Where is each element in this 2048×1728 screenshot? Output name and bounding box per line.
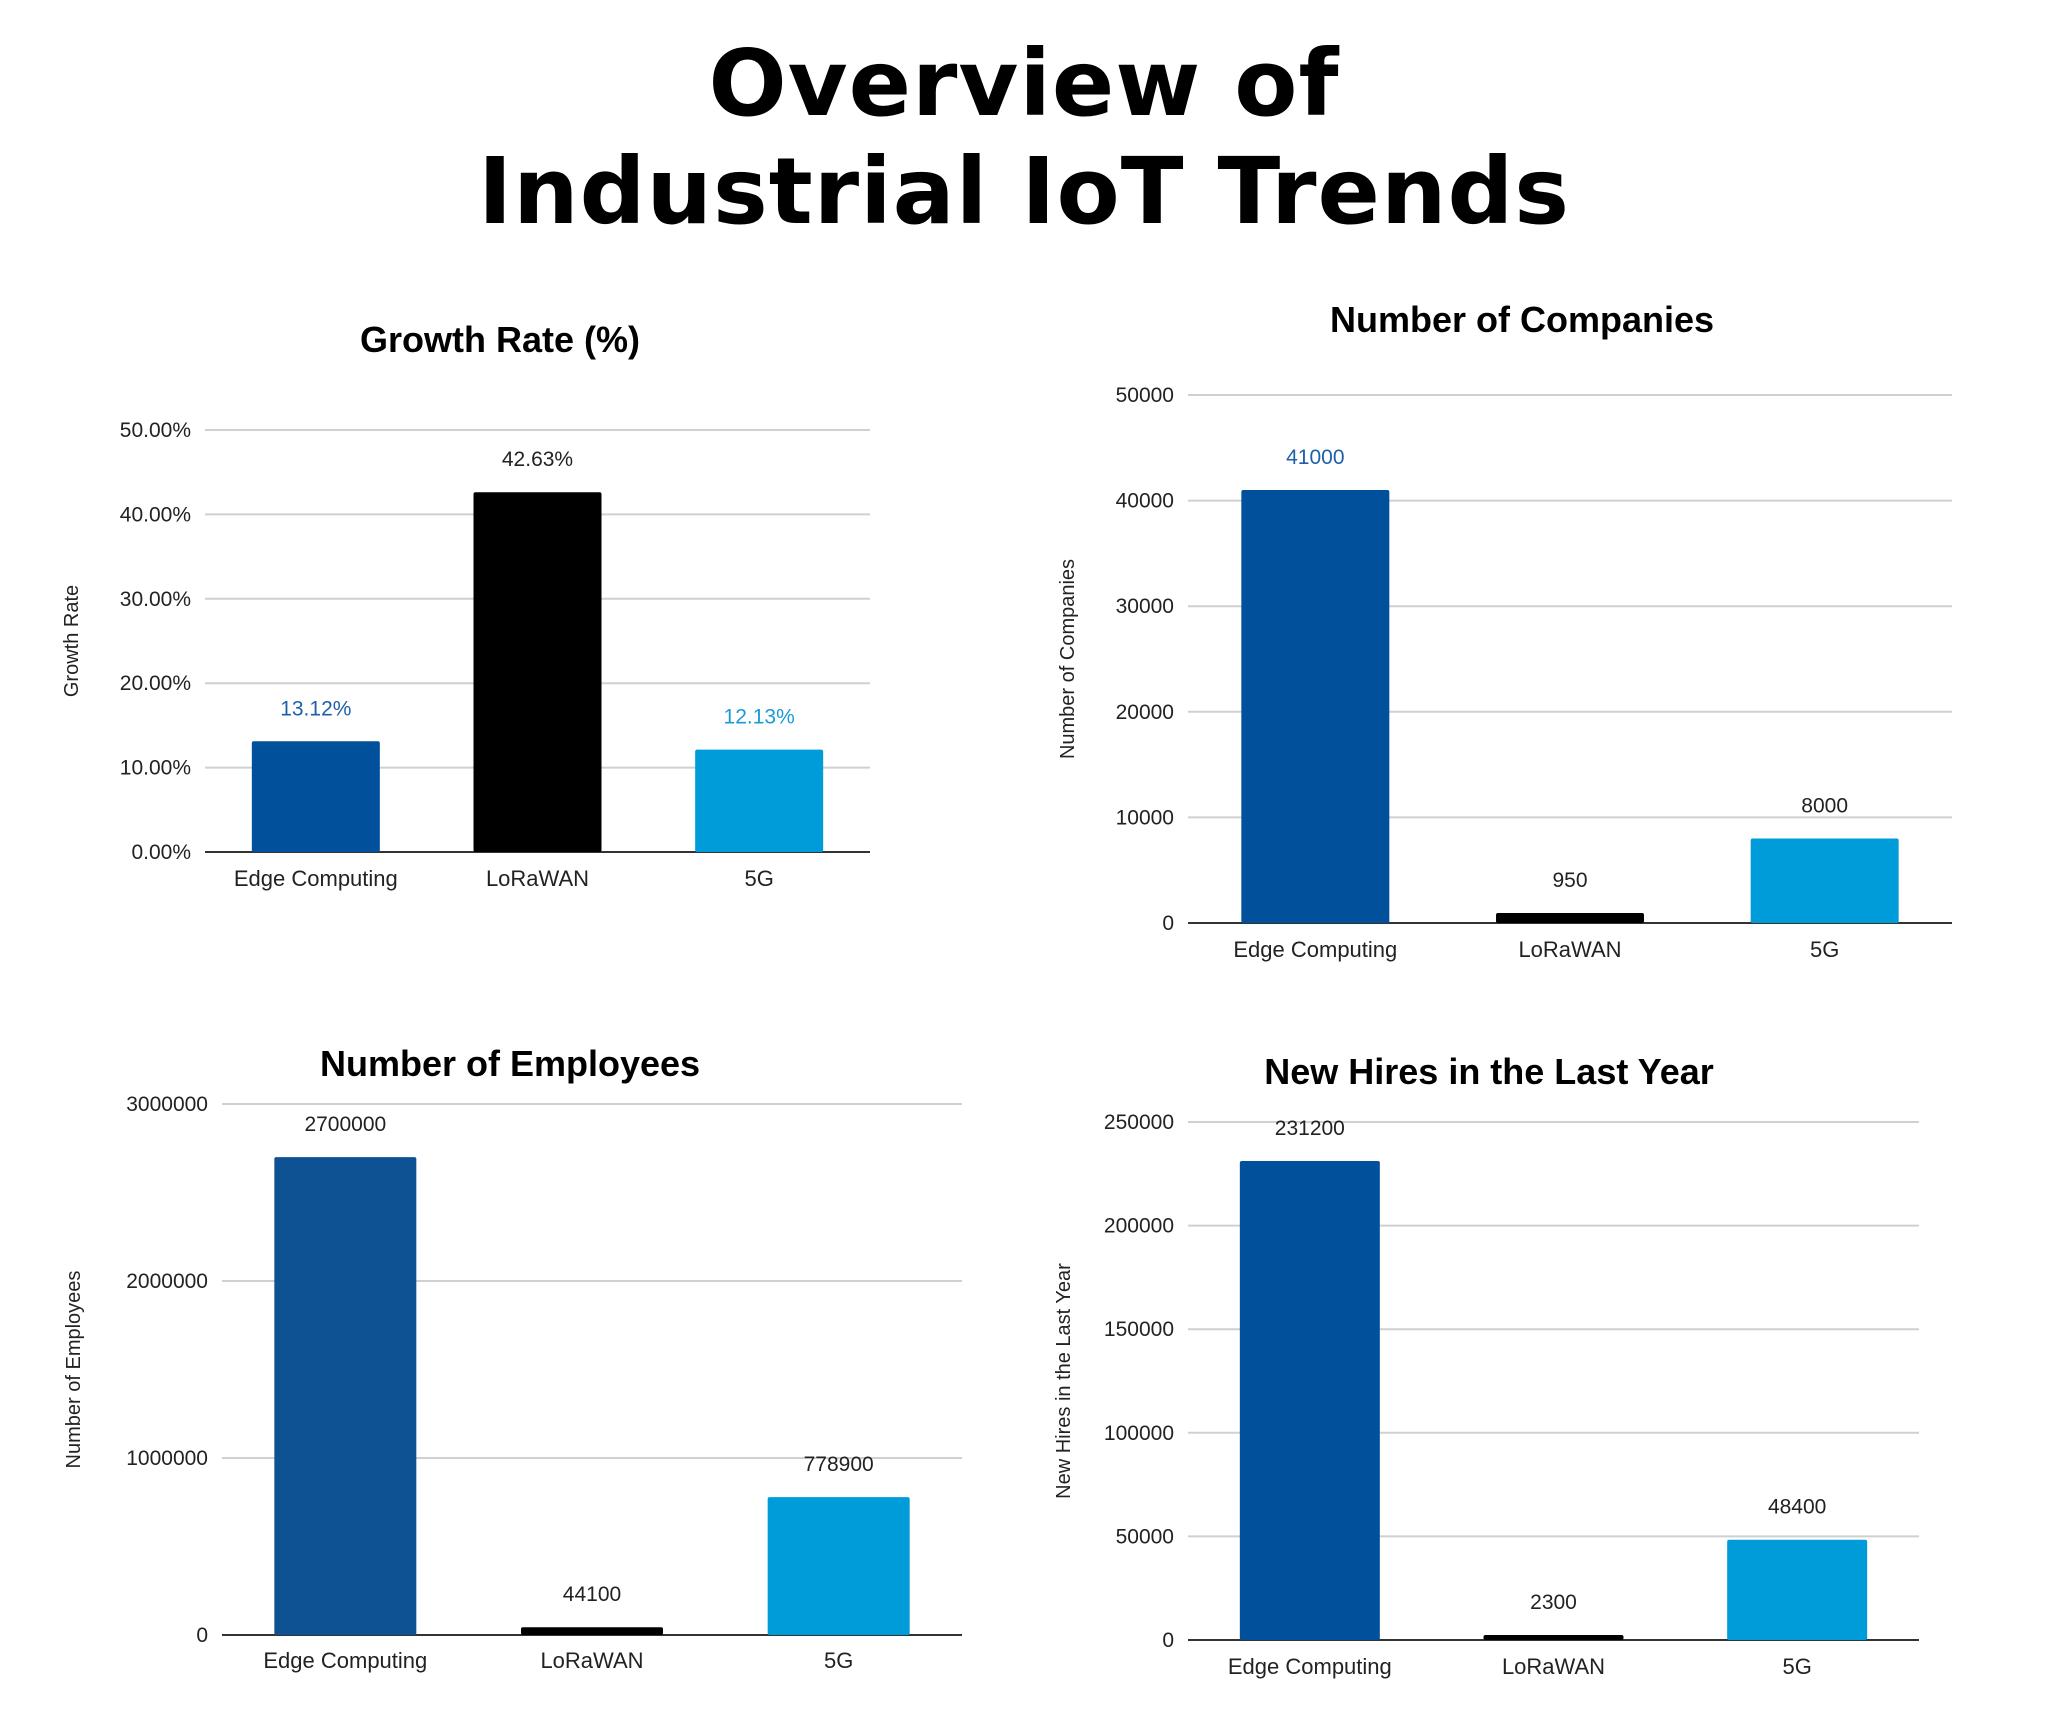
data-label: 41000 (1286, 446, 1344, 469)
new-hires-chart-svg: New Hires in the Last Year 0 50000 100000 15… (1053, 1051, 1919, 1679)
category-label: LoRaWAN (540, 1648, 643, 1673)
chart-title: Number of Employees (320, 1043, 700, 1084)
category-label: 5G (744, 866, 773, 891)
y-tick-label: 30000 (1116, 595, 1174, 618)
y-tick-label: 10000 (1116, 806, 1174, 829)
category-label: 5G (824, 1648, 853, 1673)
y-tick-label: 50000 (1116, 1525, 1174, 1548)
category-label: LoRaWAN (1502, 1654, 1605, 1679)
y-tick-label: 200000 (1104, 1215, 1174, 1238)
y-tick-label: 10.00% (120, 757, 191, 780)
category-label: 5G (1810, 937, 1839, 962)
chart-title: Growth Rate (%) (360, 319, 640, 360)
data-label: 231200 (1275, 1117, 1345, 1140)
bar-lorawan (473, 492, 602, 852)
page-title-line-2: Industrial IoT Trends (477, 138, 1571, 245)
chart-title: Number of Companies (1330, 299, 1714, 340)
y-tick-label: 0 (1162, 1629, 1174, 1652)
new-hires-chart: New Hires in the Last Year 0 50000 100000 15… (1024, 1040, 2048, 1710)
category-label: Edge Computing (234, 866, 398, 891)
bar-5g (1750, 838, 1899, 923)
category-label: LoRaWAN (486, 866, 589, 891)
y-tick-label: 20.00% (120, 672, 191, 695)
data-label: 8000 (1801, 795, 1848, 818)
data-label: 42.63% (502, 448, 573, 471)
employees-chart: Number of Employees 0 1000000 2000000 300000… (0, 1020, 1000, 1700)
chart-title: New Hires in the Last Year (1264, 1051, 1714, 1092)
data-label: 13.12% (280, 697, 351, 720)
y-axis-label: Number of Employees (63, 1271, 85, 1469)
page-title-line-1: Overview of (708, 30, 1340, 137)
data-label: 44100 (563, 1583, 621, 1606)
category-label: 5G (1782, 1654, 1811, 1679)
y-tick-label: 1000000 (126, 1447, 208, 1470)
bar-lorawan (521, 1627, 663, 1635)
growth-rate-chart: Growth Rate (%) 0.00% 10.00% 20.00% 30.00% 40… (0, 300, 1000, 920)
y-axis-label: Growth Rate (61, 585, 83, 697)
y-axis-label: New Hires in the Last Year (1053, 1263, 1075, 1499)
bar-lorawan (1483, 1635, 1624, 1640)
y-tick-label: 50000 (1116, 384, 1174, 407)
category-label: Edge Computing (1233, 937, 1397, 962)
y-tick-label: 250000 (1104, 1111, 1174, 1134)
y-tick-label: 0.00% (131, 841, 191, 864)
y-tick-label: 2000000 (126, 1270, 208, 1293)
companies-chart: Number of Companies 0 10000 20000 30000 40000… (1024, 280, 2048, 980)
data-label: 2300 (1530, 1591, 1577, 1614)
y-tick-label: 20000 (1116, 701, 1174, 724)
category-label: LoRaWAN (1518, 937, 1621, 962)
bar-edge-computing (251, 741, 380, 852)
y-tick-label: 50.00% (120, 419, 191, 442)
bar-5g (695, 749, 824, 852)
growth-rate-chart-svg: Growth Rate (%) 0.00% 10.00% 20.00% 30.00% 40… (61, 319, 870, 891)
bar-5g (1727, 1539, 1868, 1640)
y-axis-label: Number of Companies (1057, 559, 1079, 759)
y-tick-label: 150000 (1104, 1318, 1174, 1341)
y-tick-label: 40000 (1116, 490, 1174, 513)
data-label: 12.13% (724, 706, 795, 729)
data-label: 2700000 (304, 1113, 386, 1136)
y-tick-label: 0 (196, 1624, 208, 1647)
bar-edge-computing (1241, 490, 1390, 923)
y-tick-label: 30.00% (120, 588, 191, 611)
companies-chart-svg: Number of Companies 0 10000 20000 30000 40000… (1057, 299, 1952, 962)
employees-chart-svg: Number of Employees 0 1000000 2000000 300000… (63, 1043, 962, 1673)
y-tick-label: 3000000 (126, 1093, 208, 1116)
y-tick-label: 0 (1162, 912, 1174, 935)
bar-edge-computing (274, 1157, 417, 1635)
page-title: Overview of Industrial IoT Trends (0, 30, 2048, 246)
y-tick-label: 100000 (1104, 1422, 1174, 1445)
bar-5g (767, 1497, 910, 1635)
category-label: Edge Computing (1228, 1654, 1392, 1679)
data-label: 48400 (1768, 1496, 1826, 1519)
data-label: 778900 (804, 1453, 874, 1476)
bar-edge-computing (1239, 1160, 1380, 1640)
data-label: 950 (1552, 869, 1587, 892)
category-label: Edge Computing (263, 1648, 427, 1673)
y-tick-label: 40.00% (120, 503, 191, 526)
bar-lorawan (1496, 912, 1644, 923)
